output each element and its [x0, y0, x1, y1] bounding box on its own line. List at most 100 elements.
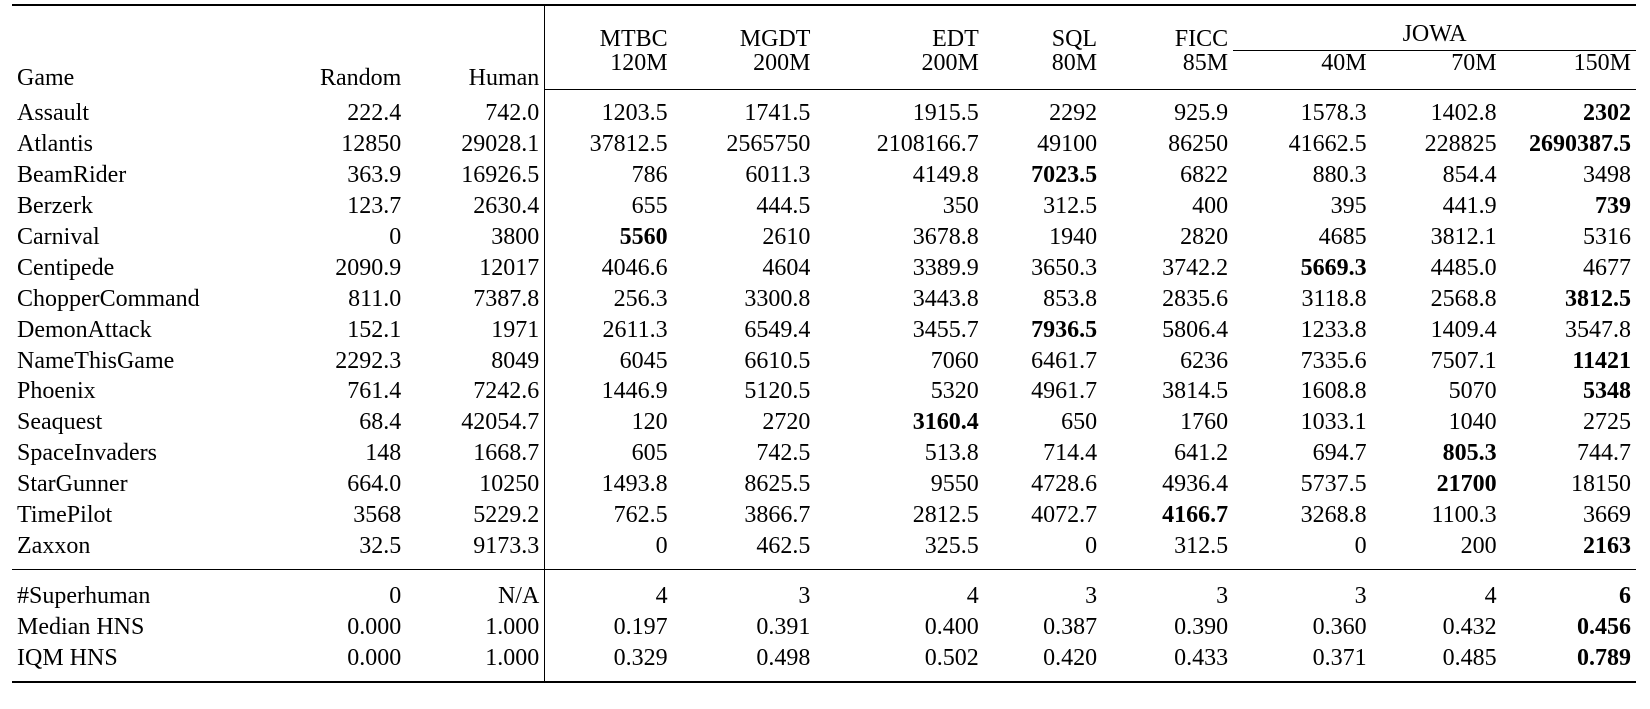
score-cell: 0.432	[1442, 613, 1497, 640]
random-score-cell: 0.000	[347, 613, 402, 640]
score-cell: 714.4	[1043, 440, 1098, 467]
score-cell: 2163	[1583, 532, 1631, 559]
score-cell: 2292	[1049, 100, 1098, 127]
game-name-cell: Atlantis	[17, 131, 93, 158]
score-cell: 395	[1330, 193, 1367, 220]
human-score-cell: 3800	[491, 224, 540, 250]
score-cell: 37812.5	[544, 128, 673, 160]
score-cell: 41662.5	[1288, 131, 1367, 158]
score-cell: 1578.3	[1300, 100, 1367, 127]
score-cell: 3866.7	[744, 502, 811, 529]
score-cell: 655	[544, 190, 673, 222]
header-method-name: SQL	[1051, 25, 1098, 52]
game-name-cell: #Superhuman	[12, 569, 282, 612]
score-cell: 1203.5	[544, 89, 673, 129]
random-score-cell: 2090.9	[335, 254, 402, 281]
header-jowa: JOWA	[1233, 5, 1636, 51]
score-cell: 3389.9	[912, 254, 979, 281]
score-cell: 3812.1	[1430, 224, 1497, 250]
header-method-name: MTBC	[544, 5, 673, 51]
game-name-cell: BeamRider	[17, 162, 127, 189]
score-cell: 18150	[1571, 471, 1631, 498]
score-cell: 3547.8	[1565, 316, 1631, 343]
score-cell: 1446.9	[544, 376, 673, 407]
score-cell: 312.5	[1043, 193, 1098, 220]
score-cell: 4149.8	[912, 162, 979, 189]
human-score-cell: 1.000	[485, 644, 540, 671]
human-score-cell: 2630.4	[473, 193, 540, 220]
score-cell: 4046.6	[544, 252, 673, 284]
game-name-cell: Phoenix	[17, 378, 96, 405]
score-cell: 0.387	[1043, 613, 1098, 640]
score-cell: 3	[672, 569, 816, 612]
score-cell: 21700	[1436, 471, 1497, 498]
game-name-cell: Berzerk	[17, 193, 93, 220]
score-cell: 742.5	[756, 440, 811, 467]
header-method-size: 200M	[672, 50, 816, 90]
human-score-cell: 7387.8	[473, 285, 540, 312]
table-row: Atlantis 12850 29028.1 37812.5 2565750 210816…	[12, 128, 1636, 160]
score-cell: 200	[1460, 532, 1497, 559]
table-header: Game Random Human MTBC MGDT EDT SQL FICC…	[12, 5, 1636, 90]
summary-row: IQM HNS 0.000 1.000 0.329 0.498 0.502 0.420 0.4…	[12, 642, 1636, 683]
score-cell: 2565750	[726, 131, 811, 158]
score-cell: 256.3	[544, 283, 673, 315]
score-cell: 0.485	[1442, 644, 1497, 671]
score-cell: 86250	[1168, 131, 1229, 158]
score-cell: 4	[1371, 569, 1502, 612]
score-cell: 1741.5	[744, 100, 811, 127]
game-name-cell: Centipede	[17, 254, 115, 281]
score-cell: 441.9	[1442, 193, 1497, 220]
score-cell: 739	[1595, 193, 1631, 220]
score-cell: 0	[1354, 532, 1367, 559]
score-cell: 2720	[762, 409, 811, 436]
score-cell: 1493.8	[544, 468, 673, 500]
table-row: NameThisGame 2292.3 8049 6045 6610.5 7060 6461…	[12, 345, 1636, 377]
score-cell: 650	[1061, 409, 1098, 436]
score-cell: 3300.8	[744, 285, 811, 312]
score-cell: 2611.3	[544, 314, 673, 346]
game-name-cell: StarGunner	[17, 471, 128, 498]
score-cell: 4072.7	[1031, 502, 1098, 529]
score-cell: 6610.5	[744, 347, 811, 374]
score-cell: 0.391	[756, 613, 811, 640]
human-score-cell: 10250	[479, 471, 540, 498]
score-cell: 786	[544, 159, 673, 191]
score-cell: 3650.3	[1031, 254, 1098, 281]
score-cell: 8625.5	[744, 471, 811, 498]
table-row: Assault 222.4 742.0 1203.5 1741.5 1915.5 2292 9…	[12, 89, 1636, 129]
header-row-2: 120M 200M 200M 80M 85M 40M 70M 150M	[12, 50, 1636, 90]
random-score-cell: 0	[389, 224, 402, 250]
score-cell: 4166.7	[1162, 502, 1229, 529]
score-cell: 5560	[544, 221, 673, 253]
score-cell: 11421	[1572, 347, 1631, 374]
score-cell: 0.197	[544, 611, 673, 643]
score-cell: 3118.8	[1301, 285, 1367, 312]
game-name-cell: ChopperCommand	[17, 285, 200, 312]
score-cell: 3268.8	[1300, 502, 1367, 529]
score-cell: 6	[1501, 569, 1636, 612]
table-row: Seaquest 68.4 42054.7 120 2720 3160.4 650 1760 1…	[12, 406, 1636, 438]
game-name-cell: Carnival	[17, 224, 100, 250]
score-cell: 5070	[1448, 378, 1497, 405]
table-row: Zaxxon 32.5 9173.3 0 462.5 325.5 0 312.5 0 200 216…	[12, 530, 1636, 570]
score-cell: 3812.5	[1565, 285, 1631, 312]
game-name-cell: DemonAttack	[17, 316, 152, 343]
score-cell: 2690387.5	[1529, 131, 1631, 158]
human-score-cell: 5229.2	[473, 502, 540, 529]
score-cell: 4677	[1583, 254, 1631, 281]
score-cell: 3	[983, 569, 1103, 612]
header-random: Random	[319, 64, 402, 91]
score-cell: 925.9	[1174, 100, 1229, 127]
score-cell: 2302	[1583, 100, 1631, 127]
score-cell: 3814.5	[1162, 378, 1229, 405]
header-jowa-size: 150M	[1501, 50, 1636, 90]
table-row: StarGunner 664.0 10250 1493.8 8625.5 9550 4728…	[12, 468, 1636, 500]
score-cell: 5316	[1583, 224, 1631, 250]
summary-row: Median HNS 0.000 1.000 0.197 0.391 0.400 0.387…	[12, 611, 1636, 643]
score-cell: 3669	[1583, 502, 1631, 529]
score-cell: 4936.4	[1162, 471, 1229, 498]
score-cell: 880.3	[1312, 162, 1367, 189]
score-cell: 744.7	[1577, 440, 1631, 467]
score-cell: 1100.3	[1431, 502, 1497, 529]
